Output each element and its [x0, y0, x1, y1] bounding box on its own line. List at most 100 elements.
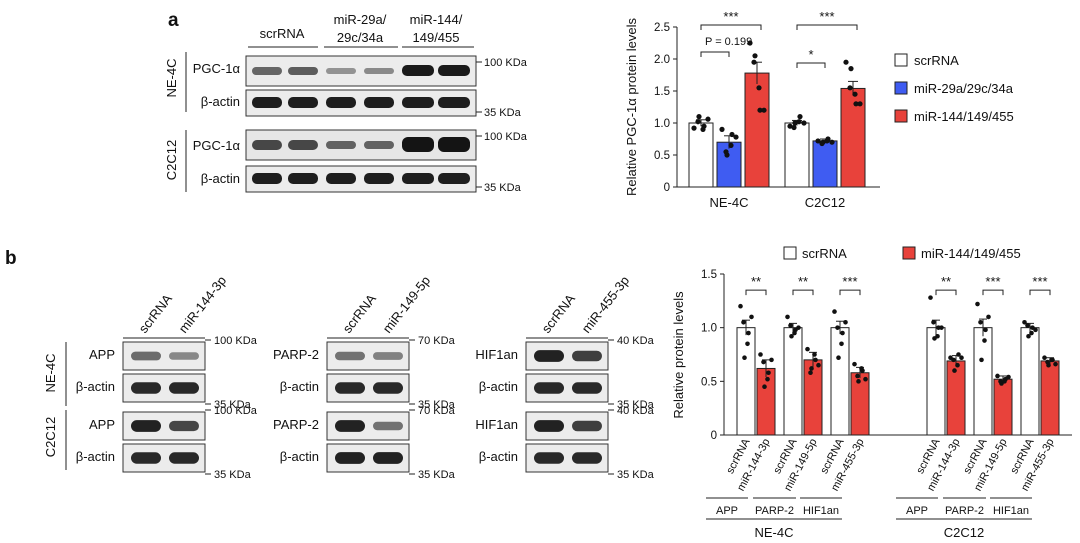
blot-a-cell-c2c12: C2C12 [164, 140, 179, 180]
blot-b-lane-label: miR-149-5p [380, 273, 434, 336]
chart-b-bar [1020, 327, 1040, 436]
blot-b-marker-label: 70 KDa [418, 335, 456, 347]
blot-b-marker-label: 35 KDa [418, 399, 456, 411]
blot-b-band [373, 382, 403, 394]
chart-b-point [843, 320, 848, 325]
chart-b-point [785, 314, 790, 320]
blot-a: scrRNA miR-29a/ 29c/34a miR-144/ 149/455… [164, 12, 528, 194]
chart-b-point [982, 338, 987, 343]
blot-b-band [534, 382, 564, 394]
chart-b-sig-bracket [745, 289, 767, 296]
chart-b-point [808, 370, 813, 376]
chart-a-point [852, 91, 858, 97]
blot-b-band [169, 382, 199, 394]
chart-b-point [979, 357, 984, 363]
chart-a-bar [688, 122, 714, 188]
chart-b-point [812, 352, 817, 357]
chart-b-point [840, 330, 845, 336]
chart-a: 0 0.5 1.0 1.5 2.0 2.5 Relative PGC-1α protein … [624, 9, 880, 210]
chart-a-point [847, 85, 853, 91]
band [252, 140, 282, 150]
blot-b-protein-label: PARP-2 [273, 347, 319, 362]
chart-a-point [824, 138, 830, 144]
blot-b-band [373, 352, 403, 360]
chart-b-point [809, 366, 814, 371]
chart-a-point [797, 114, 803, 120]
chart-a-point [691, 125, 697, 131]
chart-b-point [1042, 355, 1047, 361]
chart-a-p-value: P = 0.199 [705, 36, 752, 48]
band [252, 173, 282, 184]
chart-b-bar [803, 359, 823, 436]
legend-a-swatch-scr [894, 53, 908, 67]
chart-a-ytick-label: 0.5 [654, 150, 670, 162]
chart-a-point [756, 85, 762, 91]
blot-b-band [169, 452, 199, 464]
chart-a-point [792, 120, 798, 126]
chart-a-bar [812, 140, 838, 188]
chart-b-point [975, 301, 980, 307]
blot-b-marker-label: 40 KDa [617, 405, 655, 417]
blot-a-protein-2: β-actin [201, 94, 240, 109]
legend-a-swatch-mir29 [894, 81, 908, 95]
chart-a-point [729, 131, 735, 138]
chart-a-point [843, 59, 849, 65]
chart-b-point [1029, 330, 1034, 336]
blot-b-band [169, 420, 199, 432]
chart-a-point [796, 119, 802, 125]
chart-b-sig-bracket [935, 289, 957, 296]
band [402, 173, 434, 184]
band [288, 173, 318, 184]
chart-b-point [788, 323, 793, 328]
chart-a-point [700, 126, 706, 132]
chart-a-point [848, 66, 854, 72]
band [364, 173, 394, 184]
blot-b-marker-label: 35 KDa [214, 399, 252, 411]
chart-b-point [1022, 320, 1027, 325]
band [438, 97, 470, 108]
blot-a-marker-2: 35 KDa [484, 107, 522, 119]
chart-a-point [857, 101, 863, 107]
legend-b: scrRNA miR-144/149/455 [783, 246, 1021, 261]
chart-b-bar [993, 378, 1013, 436]
band [288, 67, 318, 75]
chart-b-point [1025, 323, 1030, 328]
band [438, 137, 470, 152]
chart-a-point [815, 138, 821, 144]
chart-a-point [801, 120, 807, 126]
legend-b-label-mir144: miR-144/149/455 [921, 246, 1021, 261]
panel-a-letter: a [168, 10, 179, 31]
chart-a-point [719, 126, 725, 132]
blot-a-cell-ne4c: NE-4C [164, 58, 179, 97]
chart-b-point [939, 325, 944, 330]
blot-b-protein-label: β-actin [76, 379, 115, 394]
chart-b-bar [973, 327, 993, 436]
chart-b-ytick-label: 1.0 [701, 323, 717, 335]
band [326, 68, 356, 74]
blot-a-protein-4: β-actin [201, 171, 240, 186]
blot-b-protein-label: β-actin [479, 379, 518, 394]
band [438, 65, 470, 76]
blot-a-strip-2 [245, 89, 477, 117]
blot-b-band [335, 351, 365, 361]
band [252, 67, 282, 75]
chart-b-point [762, 384, 767, 390]
chart-a-point [787, 123, 793, 129]
blot-b-marker-label: 100 KDa [214, 335, 258, 347]
chart-b-point [928, 295, 933, 300]
chart-b-point [742, 355, 747, 361]
chart-a-bar [716, 141, 742, 188]
chart-a-xtick-label: NE-4C [709, 195, 748, 210]
chart-b-point [765, 376, 770, 382]
chart-b-point [816, 362, 821, 368]
chart-b-point [769, 357, 774, 363]
blot-b-band [131, 452, 161, 464]
chart-b-point [766, 370, 771, 376]
chart-b-sig-label: ** [941, 274, 951, 289]
chart-a-ytick-label: 0 [664, 182, 670, 194]
blot-b-band [169, 352, 199, 360]
chart-b-point [839, 341, 844, 347]
chart-a-point [757, 107, 763, 113]
